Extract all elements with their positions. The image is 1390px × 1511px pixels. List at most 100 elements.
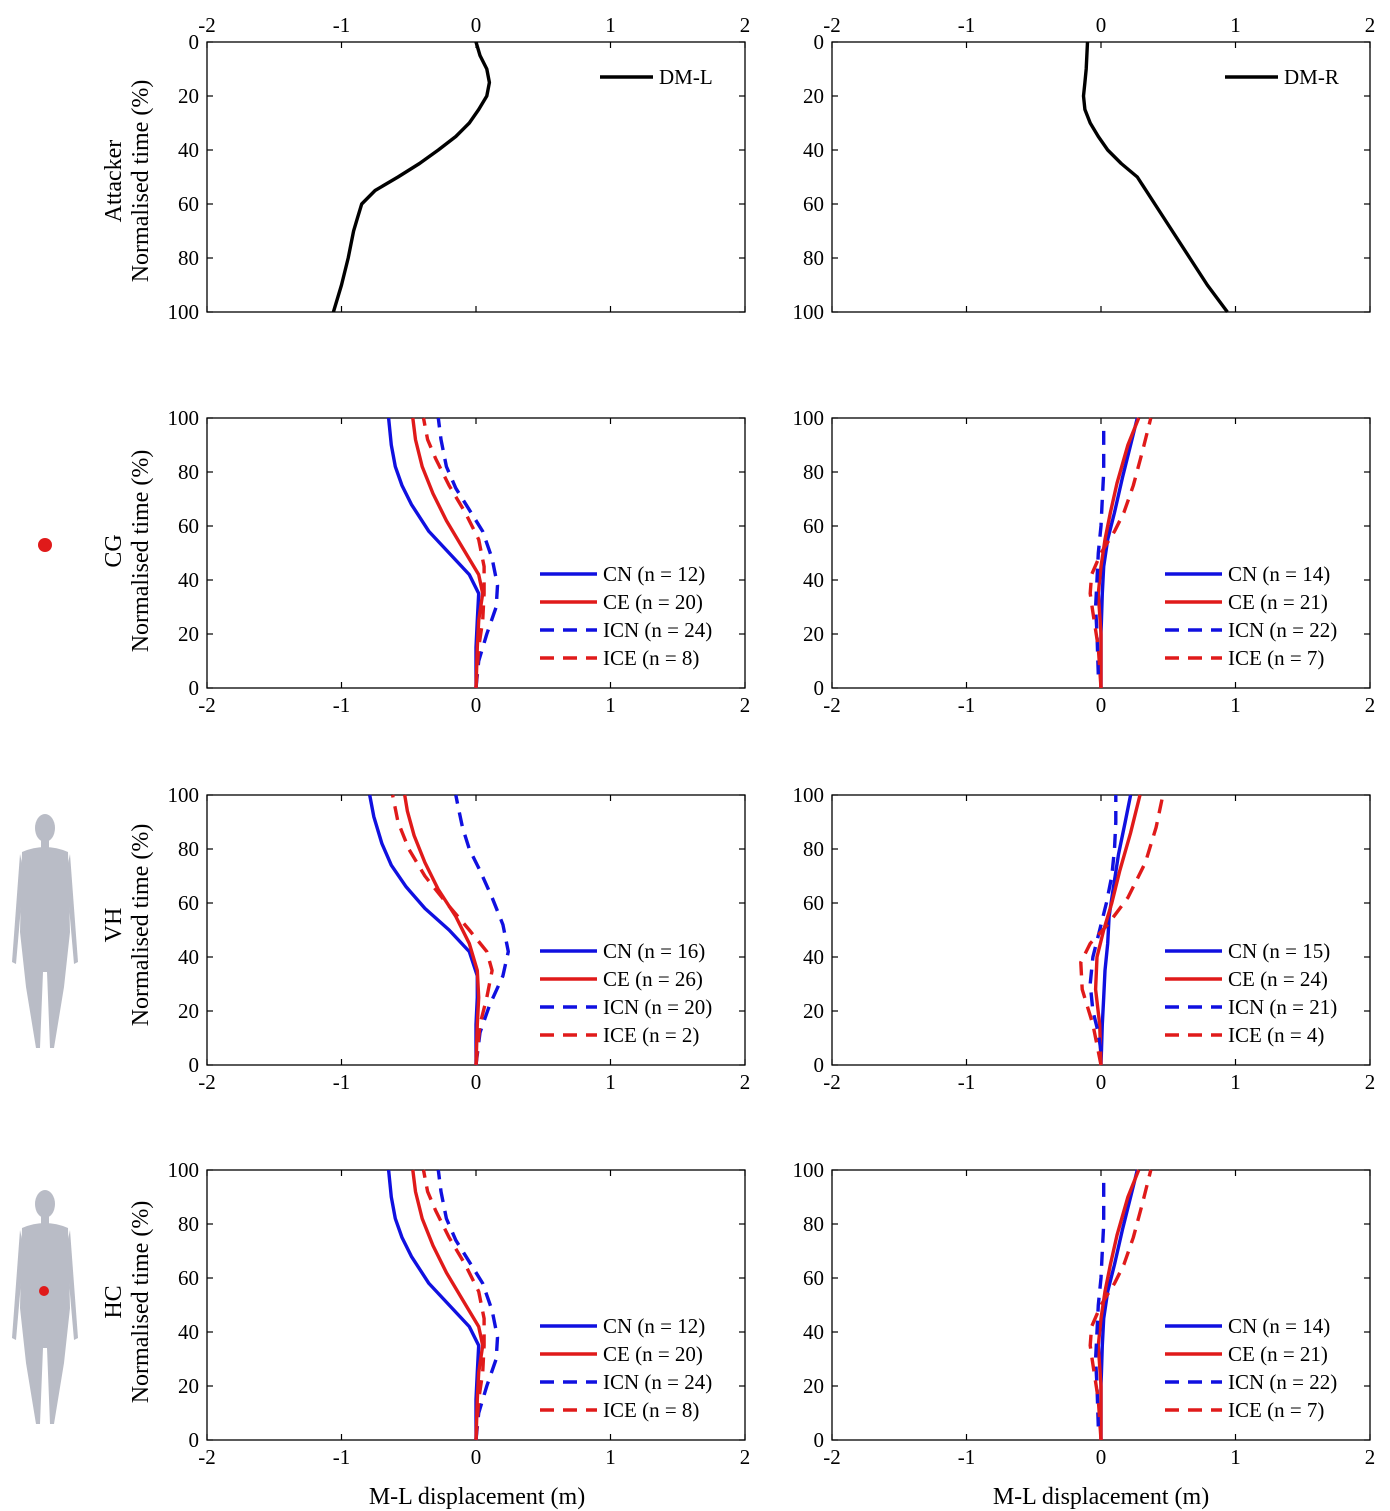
legend: DM-L — [600, 65, 713, 89]
y-tick-label: 40 — [803, 945, 824, 969]
series-line-ice — [1079, 794, 1165, 1066]
legend: CN (n = 14) CE (n = 21) ICN (n = 22) ICE (n… — [1165, 562, 1337, 670]
x-tick-label: -1 — [958, 693, 976, 717]
x-tick-label: 1 — [605, 1445, 616, 1469]
series-line-icn — [1093, 426, 1106, 675]
legend-label: CE (n = 20) — [603, 590, 703, 614]
x-tick-label: 1 — [1230, 1070, 1241, 1094]
y-tick-label: 60 — [803, 192, 824, 216]
y-tick-label: 40 — [178, 138, 199, 162]
legend: CN (n = 12) CE (n = 20) ICN (n = 24) ICE (n… — [540, 562, 712, 670]
x-tick-label: -2 — [198, 693, 216, 717]
x-tick-label: -2 — [823, 13, 841, 37]
y-tick-label: 20 — [803, 622, 824, 646]
y-axis-title-row3: Normalised time (%) — [128, 1201, 154, 1404]
legend-label: DM-R — [1284, 65, 1339, 89]
x-tick-label: -1 — [333, 1445, 351, 1469]
y-tick-label: 0 — [189, 30, 200, 54]
y-tick-label: 80 — [803, 837, 824, 861]
y-tick-label: 40 — [803, 568, 824, 592]
x-tick-label: -1 — [958, 1070, 976, 1094]
x-tick-label: 0 — [471, 13, 482, 37]
y-tick-label: 80 — [178, 246, 199, 270]
legend-label: ICN (n = 24) — [603, 618, 712, 642]
legend-label: ICE (n = 7) — [1228, 646, 1324, 670]
x-tick-label: 1 — [605, 1070, 616, 1094]
y-tick-label: 20 — [803, 1374, 824, 1398]
x-tick-label: -2 — [198, 1445, 216, 1469]
legend-label: CE (n = 20) — [603, 1342, 703, 1366]
y-tick-label: 20 — [178, 622, 199, 646]
y-tick-label: 40 — [178, 945, 199, 969]
y-tick-label: 80 — [178, 1212, 199, 1236]
x-tick-label: 0 — [471, 1070, 482, 1094]
x-tick-label: 1 — [1230, 1445, 1241, 1469]
y-tick-label: 20 — [803, 84, 824, 108]
series-line-ce — [1096, 1169, 1141, 1440]
legend-label: CN (n = 16) — [603, 939, 705, 963]
y-axis-title-row0: Normalised time (%) — [128, 80, 154, 283]
hc-marker-dot — [39, 1286, 49, 1296]
legend-label: CE (n = 21) — [1228, 1342, 1328, 1366]
humanoid-figure-icon — [12, 814, 78, 1048]
y-tick-label: 80 — [178, 460, 199, 484]
y-tick-label: 100 — [793, 300, 825, 324]
x-tick-label: 2 — [740, 1445, 751, 1469]
row-label-attacker: Attacker — [101, 140, 127, 223]
x-tick-label: -1 — [333, 1070, 351, 1094]
y-tick-label: 20 — [178, 84, 199, 108]
x-tick-label: -2 — [823, 693, 841, 717]
row-label-cg: CG — [101, 534, 127, 567]
y-tick-label: 0 — [814, 1428, 825, 1452]
series-line-dm-l — [331, 41, 492, 313]
x-tick-label: 2 — [740, 1070, 751, 1094]
x-tick-label: 2 — [740, 13, 751, 37]
x-tick-label: -2 — [198, 13, 216, 37]
x-tick-label: -1 — [333, 13, 351, 37]
y-tick-label: 100 — [793, 783, 825, 807]
y-tick-label: 100 — [168, 406, 200, 430]
y-tick-label: 40 — [803, 138, 824, 162]
legend-label: ICE (n = 4) — [1228, 1023, 1324, 1047]
humanoid-figure-with-dot-icon — [12, 1190, 78, 1424]
series-line-icn — [1088, 795, 1118, 1052]
legend-label: ICE (n = 8) — [603, 1398, 699, 1422]
x-tick-label: 2 — [1365, 13, 1376, 37]
legend-label: ICN (n = 21) — [1228, 995, 1337, 1019]
y-tick-label: 0 — [814, 30, 825, 54]
legend-label: ICN (n = 24) — [603, 1370, 712, 1394]
series-line-cn — [1099, 417, 1139, 688]
y-tick-label: 40 — [178, 1320, 199, 1344]
x-tick-label: 0 — [1096, 693, 1107, 717]
x-axis-title-left: M-L displacement (m) — [369, 1484, 585, 1510]
x-tick-label: 2 — [1365, 1070, 1376, 1094]
y-tick-label: 100 — [168, 1158, 200, 1182]
legend-label: ICN (n = 20) — [603, 995, 712, 1019]
series-line-cn — [1099, 794, 1133, 1066]
legend-label: CE (n = 26) — [603, 967, 703, 991]
legend-label: CE (n = 21) — [1228, 590, 1328, 614]
y-tick-label: 0 — [189, 1053, 200, 1077]
row-label-vh: VH — [101, 908, 127, 943]
y-tick-label: 100 — [168, 783, 200, 807]
x-tick-label: 2 — [1365, 1445, 1376, 1469]
series-line-icn — [1093, 1178, 1106, 1427]
series-line-ice — [421, 417, 486, 689]
legend: CN (n = 15) CE (n = 24) ICN (n = 21) ICE (n… — [1165, 939, 1337, 1047]
y-tick-label: 40 — [803, 1320, 824, 1344]
x-tick-label: 0 — [1096, 13, 1107, 37]
y-tick-label: 80 — [803, 460, 824, 484]
x-tick-label: -1 — [333, 693, 351, 717]
legend: CN (n = 12) CE (n = 20) ICN (n = 24) ICE (n… — [540, 1314, 712, 1422]
y-tick-label: 0 — [814, 676, 825, 700]
row-label-hc: HC — [101, 1285, 127, 1318]
x-tick-label: 1 — [605, 693, 616, 717]
